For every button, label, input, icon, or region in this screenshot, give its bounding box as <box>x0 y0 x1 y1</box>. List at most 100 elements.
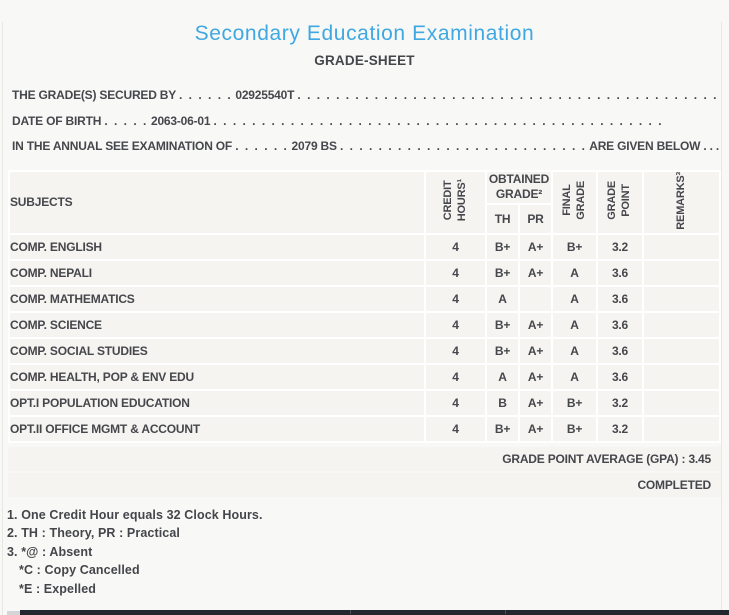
next-section-bar-separator <box>350 610 351 614</box>
credit-hours-cell: 4 <box>426 312 485 337</box>
remarks-cell <box>644 364 719 389</box>
grade-point-cell: 3.6 <box>598 260 642 285</box>
footnote-th-pr: 2. TH : Theory, PR : Practical <box>7 526 180 540</box>
grade-point-header-line1: GRADE <box>606 181 619 220</box>
final-grade-cell: A <box>553 312 596 337</box>
credit-hours-header-line1: CREDIT <box>441 180 454 221</box>
remarks-cell <box>644 338 719 363</box>
info-label: IN THE ANNUAL SEE EXAMINATION OF <box>12 139 233 153</box>
remarks-header-line1: REMARKS³ <box>674 171 687 230</box>
table-header-row-2: TH PR <box>10 204 719 233</box>
subject-cell: OPT.II OFFICE MGMT & ACCOUNT <box>10 416 424 441</box>
dotted-leader: . . . . . . <box>179 88 233 102</box>
subject-cell: COMP. SCIENCE <box>10 312 424 337</box>
theory-grade-cell: B <box>487 390 518 415</box>
footnote-expelled: *E : Expelled <box>19 581 97 596</box>
theory-grade-cell: B+ <box>487 260 518 285</box>
credit-hours-cell: 4 <box>426 390 485 415</box>
obtained-grade-header-line1: OBTAINED <box>488 172 550 187</box>
table-row: COMP. NEPALI 4 B+ A+ A 3.6 <box>10 260 719 285</box>
gpa-row: GRADE POINT AVERAGE (GPA) : 3.45 <box>8 446 721 471</box>
dotted-leader: . . . . . . . . . . . . . . . . . . . . … <box>297 88 721 102</box>
remarks-cell <box>644 234 719 259</box>
next-section-bar <box>20 610 729 615</box>
table-row: COMP. SOCIAL STUDIES 4 B+ A+ A 3.6 <box>10 338 719 363</box>
table-row: COMP. MATHEMATICS 4 A A 3.6 <box>10 286 719 311</box>
gpa-value: 3.45 <box>688 451 711 466</box>
subject-cell: COMP. HEALTH, POP & ENV EDU <box>10 364 424 389</box>
final-grade-header-line1: FINAL <box>560 184 573 217</box>
info-label: THE GRADE(S) SECURED BY <box>12 88 176 102</box>
practical-grade-cell: A+ <box>520 416 551 441</box>
subjects-header: SUBJECTS <box>10 171 424 233</box>
subject-cell: COMP. NEPALI <box>10 260 424 285</box>
subject-cell: COMP. ENGLISH <box>10 234 424 259</box>
practical-grade-cell: A+ <box>520 390 551 415</box>
final-grade-cell: A <box>553 364 596 389</box>
summary-section: GRADE POINT AVERAGE (GPA) : 3.45 COMPLET… <box>8 446 721 497</box>
practical-grade-cell: A+ <box>520 364 551 389</box>
practical-grade-cell: A+ <box>520 312 551 337</box>
credit-hours-header-line2: HOURS¹ <box>455 179 468 222</box>
final-grade-cell: A <box>553 260 596 285</box>
grade-point-cell: 3.6 <box>598 312 642 337</box>
date-of-birth-value: 2063-06-01 <box>150 113 211 128</box>
footnote-copy-cancelled: *C : Copy Cancelled <box>19 563 140 577</box>
grade-point-cell: 3.2 <box>598 416 642 441</box>
theory-grade-cell: A <box>487 364 518 389</box>
grade-point-header: GRADE POINT <box>598 171 642 233</box>
remarks-header: REMARKS³ <box>644 171 719 233</box>
theory-column-header: TH <box>487 204 518 233</box>
result-status-row: COMPLETED <box>8 472 721 497</box>
credit-hours-header: CREDIT HOURS¹ <box>426 171 485 233</box>
table-row: COMP. ENGLISH 4 B+ A+ B+ 3.2 <box>10 234 719 259</box>
subject-cell: COMP. MATHEMATICS <box>10 286 424 311</box>
grade-point-cell: 3.6 <box>598 286 642 311</box>
credit-hours-cell: 4 <box>426 286 485 311</box>
theory-grade-cell: A <box>487 286 518 311</box>
page-right-border <box>721 22 722 615</box>
final-grade-cell: A <box>553 338 596 363</box>
table-header-row-1: SUBJECTS CREDIT HOURS¹ OBTAINED GRADE² FIN… <box>10 171 719 233</box>
next-section-bar-light-segment <box>7 611 20 615</box>
final-grade-header-line2: GRADE <box>574 181 587 220</box>
gpa-label: GRADE POINT AVERAGE (GPA) : <box>502 451 686 466</box>
credit-hours-cell: 4 <box>426 416 485 441</box>
practical-grade-cell: A+ <box>520 338 551 363</box>
practical-grade-cell: A+ <box>520 260 551 285</box>
dotted-leader: . . . . . . . . . . . . . . . . . . . . … <box>213 113 664 128</box>
credit-hours-cell: 4 <box>426 234 485 259</box>
credit-hours-cell: 4 <box>426 260 485 285</box>
theory-grade-cell: B+ <box>487 338 518 363</box>
obtained-grade-header-line2: GRADE² <box>495 187 543 202</box>
grade-point-cell: 3.2 <box>598 234 642 259</box>
grades-table: SUBJECTS CREDIT HOURS¹ OBTAINED GRADE² FIN… <box>8 169 721 443</box>
remarks-cell <box>644 416 719 441</box>
remarks-cell <box>644 286 719 311</box>
page-left-border <box>2 22 3 615</box>
footnotes-section: 1. One Credit Hour equals 32 Clock Hours… <box>0 506 729 599</box>
final-grade-cell: B+ <box>553 416 596 441</box>
dotted-leader: . . . . . . <box>235 139 289 153</box>
dotted-leader: . . . . . <box>104 113 148 128</box>
info-suffix: ARE GIVEN BELOW . . . <box>589 139 720 153</box>
practical-grade-cell <box>520 286 551 311</box>
grade-point-cell: 3.2 <box>598 390 642 415</box>
table-row: COMP. HEALTH, POP & ENV EDU 4 A A+ A 3.6 <box>10 364 719 389</box>
info-line-date-of-birth: DATE OF BIRTH . . . . . 2063-06-01 . . .… <box>12 109 721 135</box>
credit-hours-cell: 4 <box>426 338 485 363</box>
grade-point-cell: 3.6 <box>598 338 642 363</box>
grade-point-header-line2: POINT <box>620 184 632 217</box>
subject-cell: OPT.I POPULATION EDUCATION <box>10 390 424 415</box>
remarks-cell <box>644 260 719 285</box>
remarks-cell <box>644 312 719 337</box>
info-label: DATE OF BIRTH <box>12 113 102 128</box>
info-line-grades-secured-by: THE GRADE(S) SECURED BY . . . . . . 0292… <box>12 83 721 109</box>
page-subtitle: GRADE-SHEET <box>314 53 415 68</box>
footnote-credit-hour: 1. One Credit Hour equals 32 Clock Hours… <box>7 507 263 522</box>
credit-hours-cell: 4 <box>426 364 485 389</box>
student-info: THE GRADE(S) SECURED BY . . . . . . 0292… <box>0 83 729 160</box>
dotted-leader: . . . . . . . . . . . . . . . . . . . . … <box>339 139 587 153</box>
theory-grade-cell: B+ <box>487 234 518 259</box>
info-line-examination-year: IN THE ANNUAL SEE EXAMINATION OF . . . .… <box>12 134 721 160</box>
